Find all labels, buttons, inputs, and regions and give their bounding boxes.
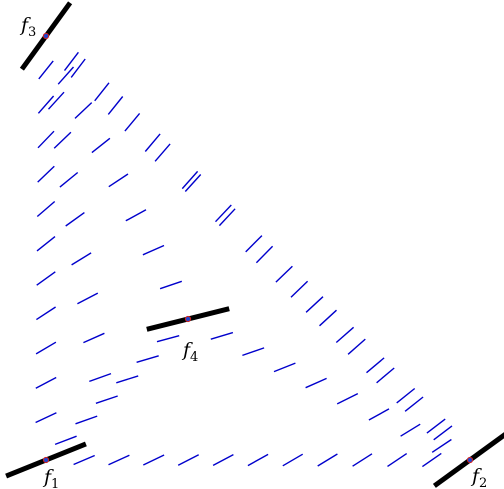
field-segments bbox=[35, 51, 453, 468]
field-segment bbox=[335, 326, 355, 344]
field-segment bbox=[275, 265, 293, 283]
frame-f4-center bbox=[184, 315, 192, 323]
field-segment bbox=[242, 347, 265, 357]
field-segment bbox=[73, 454, 95, 466]
field-segment bbox=[94, 82, 110, 102]
field-segment bbox=[404, 396, 424, 412]
field-segment bbox=[35, 376, 57, 389]
field-segment bbox=[212, 453, 234, 467]
field-segment bbox=[426, 418, 446, 434]
field-segment bbox=[396, 387, 416, 404]
field-segment bbox=[35, 341, 57, 355]
field-segment bbox=[53, 131, 72, 149]
field-segment bbox=[421, 452, 442, 468]
frame-label-f4: f4 bbox=[181, 339, 198, 365]
field-segment bbox=[305, 377, 327, 389]
field-segment bbox=[95, 395, 118, 404]
field-segment bbox=[154, 143, 171, 162]
frame-label-subscript: 4 bbox=[190, 350, 198, 365]
field-segment bbox=[247, 453, 269, 467]
field-segment bbox=[63, 51, 79, 72]
field-segment bbox=[125, 209, 147, 222]
field-segment bbox=[245, 235, 263, 253]
field-segment bbox=[142, 454, 165, 466]
field-segment bbox=[89, 372, 112, 383]
frame-label-f1: f1 bbox=[42, 466, 59, 489]
frame-label-f3: f3 bbox=[19, 14, 36, 40]
field-segment bbox=[177, 454, 200, 466]
field-segment bbox=[336, 392, 359, 405]
field-segment bbox=[36, 236, 56, 252]
field-segment bbox=[400, 423, 421, 437]
field-segment bbox=[282, 453, 304, 467]
field-segment bbox=[159, 280, 183, 290]
field-segment bbox=[91, 137, 111, 154]
field-segment bbox=[71, 252, 92, 266]
frame-f2-center bbox=[466, 456, 474, 464]
field-segment bbox=[108, 454, 130, 466]
field-segment bbox=[75, 415, 98, 425]
field-segment bbox=[37, 130, 55, 149]
field-segment bbox=[54, 435, 77, 446]
field-segment bbox=[37, 165, 55, 183]
field-segment bbox=[70, 58, 86, 78]
frame-label-letter: f bbox=[42, 466, 54, 488]
field-segment bbox=[273, 362, 296, 373]
field-segment bbox=[74, 102, 93, 119]
field-segment bbox=[38, 60, 54, 80]
field-segment bbox=[59, 171, 79, 188]
field-segment bbox=[387, 453, 408, 467]
frame-label-subscript: 1 bbox=[51, 477, 59, 489]
field-segment bbox=[376, 367, 395, 384]
field-segment bbox=[37, 95, 55, 114]
field-segment bbox=[142, 244, 165, 256]
field-segment bbox=[352, 453, 373, 467]
field-segment bbox=[124, 112, 141, 132]
field-segment bbox=[35, 412, 57, 424]
frame-label-letter: f bbox=[181, 339, 193, 361]
field-segment bbox=[83, 332, 105, 344]
field-segment bbox=[433, 425, 453, 441]
field-segment bbox=[214, 204, 232, 223]
field-segment bbox=[431, 438, 452, 453]
frame-label-subscript: 2 bbox=[479, 476, 487, 489]
field-segment bbox=[36, 200, 56, 218]
field-segment bbox=[136, 355, 159, 363]
field-segment bbox=[368, 408, 390, 421]
frame-f3-center bbox=[42, 32, 50, 40]
field-segment bbox=[184, 174, 202, 192]
field-segment bbox=[319, 309, 337, 327]
frame-label-letter: f bbox=[470, 465, 482, 487]
field-segment bbox=[57, 66, 75, 85]
field-segment bbox=[36, 306, 56, 321]
field-segment bbox=[65, 212, 85, 227]
field-segment bbox=[36, 271, 56, 286]
field-segment bbox=[107, 96, 124, 115]
field-segment bbox=[181, 170, 199, 190]
field-segment bbox=[210, 331, 234, 340]
field-segment bbox=[108, 173, 129, 188]
field-segment bbox=[290, 280, 309, 298]
field-segment bbox=[218, 208, 236, 227]
field-segment bbox=[47, 91, 65, 110]
field-segment bbox=[317, 453, 338, 467]
frame-f1-center bbox=[42, 456, 50, 464]
field-segment bbox=[347, 338, 366, 355]
frame-label-f2: f2 bbox=[470, 465, 487, 489]
field-segment bbox=[156, 335, 180, 343]
frame-label-subscript: 3 bbox=[28, 25, 36, 40]
frame-label-letter: f bbox=[19, 14, 31, 36]
field-segment bbox=[366, 357, 385, 374]
field-segment bbox=[77, 292, 99, 305]
frames bbox=[5, 1, 504, 488]
field-segment bbox=[305, 296, 324, 313]
field-segment bbox=[255, 245, 274, 264]
field-segment bbox=[144, 133, 161, 152]
field-segment bbox=[116, 375, 139, 384]
